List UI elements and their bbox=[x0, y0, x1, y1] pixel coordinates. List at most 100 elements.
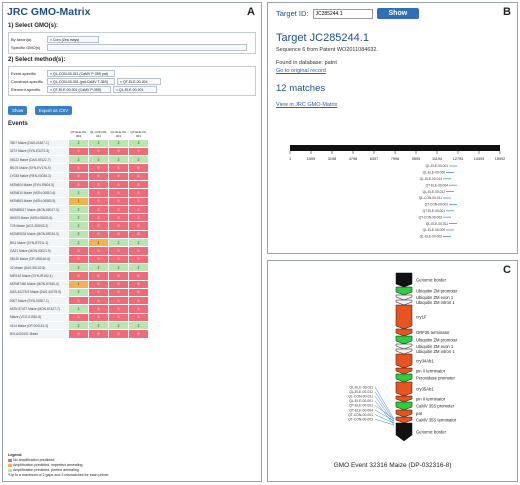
matrix-cell[interactable]: 0 bbox=[128, 279, 149, 289]
matrix-cell[interactable]: 0 bbox=[68, 296, 89, 306]
construct-specific-field[interactable]: × QL-CON-00-001 (pat-CaMV T-35S) bbox=[47, 77, 115, 85]
match-label[interactable]: QL-ELE-00-009 bbox=[423, 228, 446, 232]
matrix-cell[interactable]: 0 bbox=[68, 146, 89, 157]
matrix-cell[interactable]: 2 bbox=[128, 262, 149, 273]
matrix-cell[interactable]: 0 bbox=[108, 279, 129, 289]
match-label[interactable]: QL-ELE-00-001 bbox=[426, 164, 449, 168]
matrix-cell[interactable]: 0 bbox=[108, 188, 129, 198]
matrix-cell[interactable]: 0 bbox=[108, 296, 129, 306]
method-label[interactable]: QL-ELE-00-011 bbox=[350, 385, 374, 389]
matrix-cell[interactable]: 0 bbox=[88, 254, 109, 264]
matrix-cell[interactable]: 0 bbox=[128, 196, 149, 206]
construct-element[interactable] bbox=[395, 286, 413, 296]
matrix-cell[interactable]: 2 bbox=[68, 304, 89, 314]
matrix-cell[interactable]: 0 bbox=[108, 254, 129, 264]
event-name-cell[interactable]: MON89034 Maize (MON-89034-3) bbox=[8, 229, 69, 240]
matrix-cell[interactable]: 0 bbox=[68, 246, 89, 256]
matrix-cell[interactable]: 2 bbox=[68, 321, 89, 331]
matrix-cell[interactable]: 0 bbox=[88, 271, 109, 281]
matrix-cell[interactable]: 0 bbox=[128, 204, 149, 215]
matrix-cell[interactable]: 0 bbox=[128, 229, 149, 240]
matrix-cell[interactable]: 0 bbox=[88, 312, 109, 323]
method-label[interactable]: QL-ELE-00-012 bbox=[349, 390, 373, 394]
matrix-cell[interactable]: 2 bbox=[108, 138, 129, 148]
matrix-cell[interactable]: 0 bbox=[128, 171, 149, 182]
specific-gmo-field[interactable] bbox=[47, 43, 247, 51]
event-name-cell[interactable]: MON87460 Maize (MON-87460-4) bbox=[8, 279, 69, 289]
matrix-cell[interactable]: 2 bbox=[128, 155, 149, 165]
matrix-cell[interactable]: 2 bbox=[68, 262, 89, 273]
event-name-cell[interactable]: 5307 Maize (SYN-05307-1) bbox=[8, 296, 69, 306]
match-label[interactable]: QL-ELE-00-014 bbox=[420, 177, 443, 181]
show-button[interactable]: Show bbox=[376, 8, 420, 19]
matrix-cell[interactable]: 1 bbox=[68, 196, 89, 206]
event-name-cell[interactable]: Bt176 Maize (SYN-EV176-9) bbox=[8, 163, 69, 173]
match-label[interactable]: QT-CON-00-001 bbox=[425, 203, 449, 207]
match-label[interactable]: QL-ELE-00-006 bbox=[423, 171, 446, 175]
matrix-cell[interactable]: 0 bbox=[88, 179, 109, 190]
method-label[interactable]: QT-CON-00-003 bbox=[348, 418, 373, 422]
matrix-cell[interactable]: 2 bbox=[88, 262, 109, 273]
matrix-cell[interactable]: 1 bbox=[88, 238, 109, 248]
matrix-cell[interactable]: 0 bbox=[88, 287, 109, 298]
matrix-cell[interactable]: 0 bbox=[68, 171, 89, 182]
match-label[interactable]: QL-CON-00-011 bbox=[419, 196, 442, 200]
matrix-cell[interactable]: 0 bbox=[108, 304, 129, 314]
construct-element[interactable] bbox=[395, 304, 413, 330]
matrix-cell[interactable]: 0 bbox=[88, 229, 109, 240]
event-name-cell[interactable]: 32 Maize (DAS-59132-8) bbox=[8, 262, 69, 273]
matrix-link[interactable]: View in JRC GMO-Matrix bbox=[276, 102, 338, 108]
matrix-cell[interactable]: 2 bbox=[68, 188, 89, 198]
event-name-cell[interactable]: MON604 Maize (SYN-IR604-5) bbox=[8, 179, 69, 190]
matrix-cell[interactable]: 0 bbox=[128, 271, 149, 281]
matrix-cell[interactable]: 2 bbox=[68, 204, 89, 215]
match-label[interactable]: QL-ELE-00-012 bbox=[423, 190, 446, 194]
construct-element[interactable] bbox=[395, 395, 413, 403]
matrix-cell[interactable]: 0 bbox=[108, 287, 129, 298]
construct-element[interactable] bbox=[395, 294, 413, 301]
match-label[interactable]: QT-ELE-00-001 bbox=[423, 209, 446, 213]
matrix-cell[interactable]: 2 bbox=[128, 238, 149, 248]
event-name-cell[interactable]: GA21 Maize (MON-00021-9) bbox=[8, 246, 69, 256]
construct-element[interactable] bbox=[395, 381, 413, 397]
matrix-cell[interactable]: 0 bbox=[88, 171, 109, 182]
show-button[interactable]: Show bbox=[8, 106, 28, 115]
matrix-cell[interactable]: 2 bbox=[88, 321, 109, 331]
taxon-field[interactable]: × Corn (Zea mays) bbox=[47, 35, 99, 43]
matrix-cell[interactable]: 2 bbox=[108, 321, 129, 331]
element-specific-field[interactable]: × QT-ELE-00-001 (CaMV P-35S) bbox=[47, 85, 111, 93]
matrix-cell[interactable]: 0 bbox=[68, 329, 89, 339]
matrix-cell[interactable]: 0 bbox=[128, 188, 149, 198]
event-name-cell[interactable]: BVLA430101 Maize bbox=[8, 329, 69, 339]
construct-element[interactable] bbox=[395, 401, 413, 411]
method-label[interactable]: QT-ELE-00-004 bbox=[349, 408, 373, 412]
matrix-cell[interactable]: 0 bbox=[128, 213, 149, 223]
match-label[interactable]: QT-CON-00-003 bbox=[419, 215, 443, 219]
event-name-cell[interactable]: DAS-40278-9 Maize (DAS-40278-9) bbox=[8, 287, 69, 298]
event-name-cell[interactable]: MON88017 Maize (MON-88017-3) bbox=[8, 204, 69, 215]
matrix-cell[interactable]: 2 bbox=[68, 213, 89, 223]
matrix-cell[interactable]: 0 bbox=[108, 146, 129, 157]
matrix-cell[interactable]: 2 bbox=[88, 138, 109, 148]
matrix-cell[interactable]: 0 bbox=[88, 296, 109, 306]
matrix-cell[interactable]: 0 bbox=[108, 213, 129, 223]
matrix-cell[interactable]: 0 bbox=[128, 179, 149, 190]
matrix-cell[interactable]: 0 bbox=[108, 229, 129, 240]
matrix-cell[interactable]: 0 bbox=[108, 204, 129, 215]
matrix-cell[interactable]: 2 bbox=[128, 138, 149, 148]
matrix-cell[interactable]: 0 bbox=[108, 163, 129, 173]
matrix-cell[interactable]: 2 bbox=[88, 155, 109, 165]
matrix-cell[interactable]: 0 bbox=[108, 171, 129, 182]
matrix-cell[interactable]: 0 bbox=[68, 179, 89, 190]
matrix-cell[interactable]: 1 bbox=[68, 279, 89, 289]
event-name-cell[interactable]: 3507 Maize (DAS-01507-1) bbox=[8, 138, 69, 148]
construct-element[interactable] bbox=[395, 335, 413, 345]
event-name-cell[interactable]: MIR162 Maize (SYN-IR162-4) bbox=[8, 271, 69, 281]
matrix-cell[interactable]: 0 bbox=[68, 163, 89, 173]
matrix-cell[interactable]: 0 bbox=[108, 312, 129, 323]
matrix-cell[interactable]: 0 bbox=[88, 279, 109, 289]
event-name-cell[interactable]: LY038 Maize (REN-00038-3) bbox=[8, 171, 69, 182]
construct-element[interactable] bbox=[395, 373, 413, 383]
event-name-cell[interactable]: 59122 Maize (DAS-59122-7) bbox=[8, 155, 69, 165]
matrix-cell[interactable]: 0 bbox=[68, 312, 89, 323]
